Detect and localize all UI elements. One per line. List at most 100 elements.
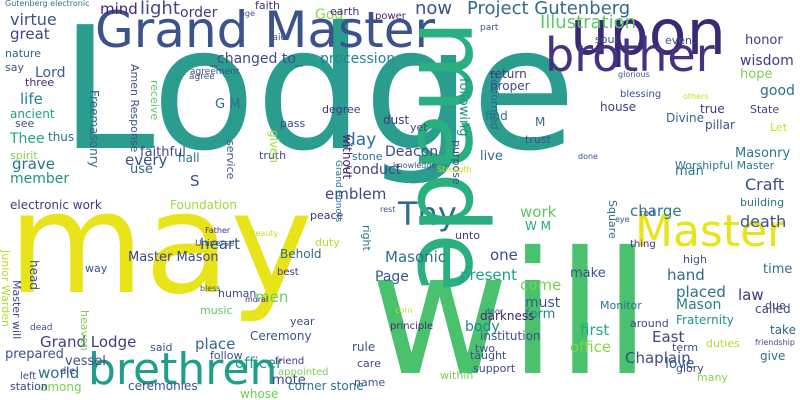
word-186: glorious (618, 70, 650, 79)
word-177: corn (395, 306, 413, 315)
word-166: way (85, 262, 108, 275)
word-93: stone (352, 150, 383, 163)
word-158: vessel (65, 354, 106, 369)
word-168: Master will (10, 280, 23, 340)
word-100: receive (148, 80, 161, 121)
word-153: said (150, 341, 173, 354)
word-125: principle (390, 321, 434, 332)
word-160: station (10, 380, 48, 393)
word-165: heaven (78, 310, 91, 351)
word-150: ceremonies (128, 379, 198, 393)
word-19: power (375, 11, 406, 22)
word-58: hand (667, 266, 705, 284)
word-55: one (490, 246, 518, 264)
word-10: Project Gutenberg (467, 0, 631, 19)
word-22: Lord (35, 65, 66, 81)
word-103: return (490, 67, 527, 81)
word-179: right (360, 225, 373, 251)
word-112: nature (5, 47, 42, 60)
word-118: pass (280, 117, 306, 130)
word-174: rest (380, 205, 396, 214)
word-39: Worshipful Master (675, 159, 775, 172)
word-161: left (20, 371, 37, 382)
word-72: body (465, 319, 500, 335)
word-7: Master (635, 206, 786, 257)
word-109: thus (48, 130, 75, 144)
word-164: head (27, 260, 41, 290)
word-92: live (480, 149, 503, 164)
word-12: now (415, 0, 453, 19)
word-68: office (570, 338, 612, 356)
word-99: Amen Response (128, 64, 141, 153)
word-94: service (224, 140, 237, 180)
word-130: high (683, 253, 707, 266)
word-89: true (700, 102, 725, 116)
word-35: hope (740, 67, 773, 82)
word-139: many (697, 371, 728, 384)
word-42: death (740, 212, 787, 231)
word-1: will (370, 216, 651, 400)
word-193: age (240, 9, 255, 18)
word-104: find (485, 109, 508, 123)
word-183: Strength (437, 165, 472, 174)
word-127: Monitor (600, 299, 642, 312)
word-48: emblem (325, 185, 387, 203)
word-191: agree (189, 72, 215, 82)
word-64: Page (375, 269, 409, 285)
word-73: Grand Lodge (40, 333, 137, 351)
word-43: charge (630, 202, 682, 220)
word-20: virtue (10, 10, 57, 29)
word-133: take (770, 323, 796, 337)
word-171: Father (205, 226, 231, 235)
word-123: darkness (480, 309, 535, 323)
word-182: done (578, 152, 598, 161)
word-52: duty (315, 236, 340, 249)
word-24: Thee (10, 131, 45, 147)
word-79: mote (272, 373, 306, 388)
word-87: pillar (705, 118, 735, 132)
word-34: honor (745, 33, 783, 48)
word-15: mind (100, 0, 138, 18)
word-131: due (765, 299, 786, 312)
word-78: world (38, 364, 80, 382)
word-102: proper (490, 79, 530, 93)
word-157: moral (245, 295, 269, 304)
word-115: Gutenberg electronic (5, 0, 90, 8)
word-2: may (8, 163, 314, 326)
word-6: brethren (88, 344, 278, 395)
word-40: Craft (745, 175, 785, 194)
word-74: officer (235, 354, 283, 372)
word-50: Behold (280, 247, 322, 261)
word-154: music (200, 304, 233, 317)
word-162: die (60, 366, 76, 377)
word-29: G M (215, 97, 241, 112)
word-27: every (125, 151, 168, 169)
word-28: use (130, 162, 154, 177)
word-45: day (345, 130, 377, 150)
word-96: hall (178, 151, 200, 165)
word-98: Freemasonry (87, 90, 101, 168)
word-21: great (10, 25, 50, 43)
word-60: Mason (676, 297, 722, 313)
word-187: even (665, 34, 693, 47)
word-180: Grand Honors (333, 160, 343, 223)
word-61: Fraternity (676, 313, 734, 327)
word-26: member (10, 171, 70, 187)
word-117: given (267, 130, 281, 164)
word-181: knowledge (393, 161, 437, 170)
word-63: time (763, 262, 793, 277)
word-159: prepared (5, 347, 64, 362)
word-108: spirit (10, 149, 38, 162)
word-111: see (15, 117, 35, 130)
word-67: first (580, 321, 610, 339)
word-75: place (195, 335, 236, 353)
word-129: thing (630, 239, 656, 250)
word-155: human (218, 287, 257, 300)
word-149: whose (240, 387, 279, 400)
word-0: Lodge (60, 0, 577, 189)
word-62: law (738, 286, 764, 304)
word-145: name (354, 376, 386, 389)
word-83: Deacon (385, 144, 439, 160)
word-32: degree (322, 103, 361, 116)
word-54: present (460, 266, 518, 284)
